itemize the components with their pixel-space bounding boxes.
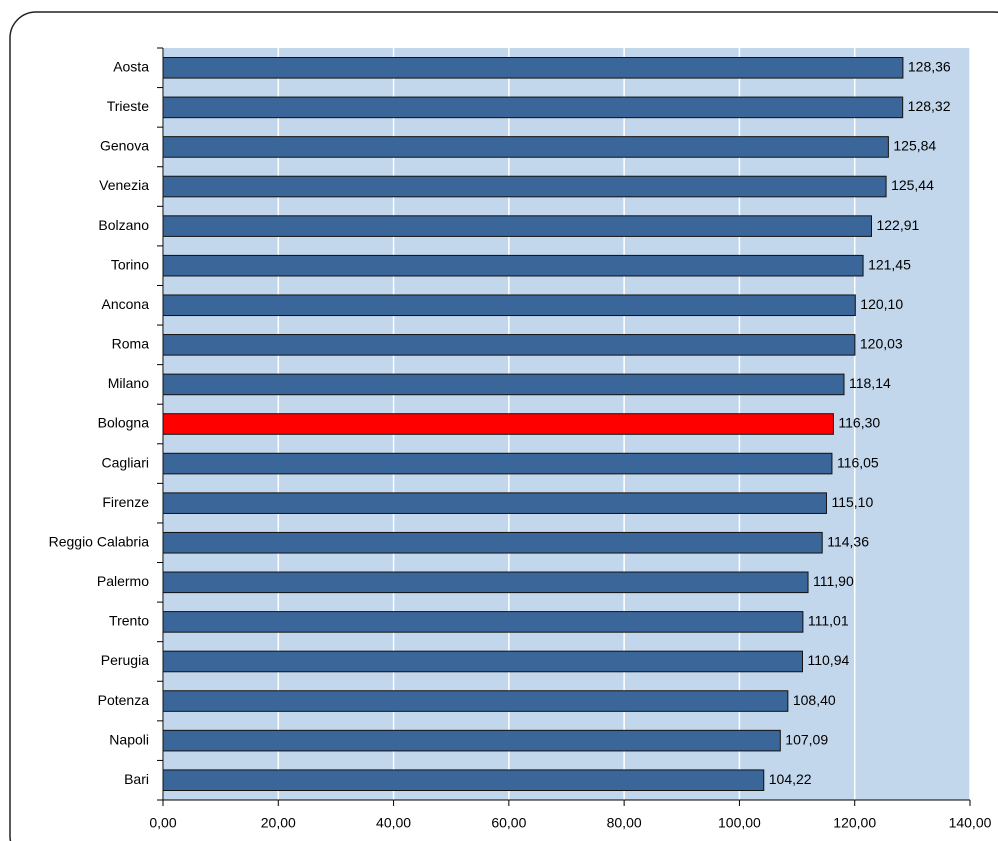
bar: [162, 729, 781, 752]
value-label: 108,40: [793, 692, 836, 708]
bar: [162, 56, 904, 79]
value-label: 114,36: [827, 533, 869, 549]
bar: [162, 531, 823, 554]
y-tick-label: Torino: [111, 256, 149, 272]
y-tick-label: Ancona: [102, 296, 150, 312]
y-tick-label: Aosta: [113, 58, 149, 74]
y-tick-label: Milano: [108, 375, 149, 391]
value-label: 110,94: [807, 652, 849, 668]
x-tick-label: 0,00: [149, 815, 176, 831]
value-label: 121,45: [868, 256, 911, 272]
value-label: 115,10: [831, 494, 873, 510]
bar: [162, 492, 827, 514]
x-tick-label: 140,00: [949, 815, 992, 831]
value-label: 128,32: [908, 98, 951, 114]
bar: [162, 769, 765, 792]
value-label: 111,90: [813, 573, 854, 589]
bar: [162, 452, 833, 475]
bar: [162, 334, 856, 356]
y-tick-label: Trieste: [107, 98, 149, 114]
x-tick-label: 40,00: [376, 815, 411, 831]
x-tick-label: 120,00: [833, 815, 876, 831]
y-tick-label: Bari: [124, 771, 149, 787]
chart-frame: [9, 11, 998, 841]
y-tick-label: Roma: [112, 336, 150, 352]
value-label: 104,22: [769, 771, 812, 787]
value-label: 111,01: [808, 613, 849, 629]
value-label: 120,03: [860, 336, 903, 352]
y-tick-label: Genova: [100, 138, 149, 154]
y-tick-label: Venezia: [99, 177, 149, 193]
y-tick-label: Reggio Calabria: [49, 533, 150, 549]
y-tick-label: Bolzano: [98, 217, 149, 233]
y-tick-label: Palermo: [97, 573, 149, 589]
bar: [162, 373, 845, 396]
bar: [162, 96, 904, 119]
value-label: 125,84: [893, 138, 936, 154]
y-tick-label: Bologna: [98, 415, 150, 431]
y-tick-label: Napoli: [109, 731, 149, 747]
value-label: 116,05: [837, 454, 879, 470]
bar: [162, 294, 856, 317]
value-label: 128,36: [908, 58, 951, 74]
bar: [162, 650, 803, 673]
bar: [162, 690, 789, 712]
y-tick-label: Potenza: [98, 692, 150, 708]
value-label: 120,10: [860, 296, 903, 312]
x-tick-label: 20,00: [261, 815, 296, 831]
value-label: 122,91: [876, 217, 919, 233]
bar: [162, 413, 834, 435]
bar: [162, 136, 889, 158]
y-tick-label: Perugia: [101, 652, 149, 668]
value-label: 107,09: [785, 731, 828, 747]
y-tick-label: Trento: [109, 613, 149, 629]
x-tick-label: 100,00: [718, 815, 761, 831]
bar: [162, 254, 864, 277]
bar: [162, 175, 887, 198]
value-label: 116,30: [838, 415, 880, 431]
bar: [162, 571, 809, 594]
value-label: 125,44: [891, 177, 934, 193]
y-tick-label: Firenze: [102, 494, 149, 510]
bar: [162, 215, 872, 237]
x-tick-label: 80,00: [607, 815, 642, 831]
x-tick-label: 60,00: [491, 815, 526, 831]
value-label: 118,14: [849, 375, 891, 391]
bar: [162, 611, 804, 633]
y-tick-label: Cagliari: [102, 454, 149, 470]
